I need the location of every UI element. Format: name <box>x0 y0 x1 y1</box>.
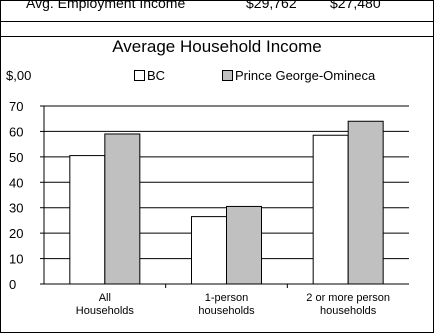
x-category-label: households <box>320 305 377 317</box>
employment-income-row: Avg. Employment Income $29,762 $27,480 <box>1 0 433 17</box>
x-category-label: Households <box>76 305 135 317</box>
y-tick-label: 10 <box>9 252 23 267</box>
bar-bc <box>312 134 349 285</box>
legend-label-region: Prince George-Omineca <box>235 68 376 83</box>
bar-region <box>226 205 262 285</box>
y-tick-label: 30 <box>9 201 23 216</box>
bar-region <box>347 120 384 285</box>
legend-item-region: Prince George-Omineca <box>222 68 375 83</box>
unit-label: $,00 <box>6 68 32 83</box>
y-tick-label: 40 <box>9 175 23 190</box>
y-tick-label: 20 <box>9 226 23 241</box>
bar-region <box>104 133 141 285</box>
row-label: Avg. Employment Income <box>26 0 186 11</box>
title-separator <box>1 36 433 37</box>
legend-label-bc: BC <box>147 68 166 83</box>
bar-bc <box>69 155 106 285</box>
y-tick-label: 60 <box>9 124 23 139</box>
top-separator <box>1 21 433 22</box>
x-category-label: 1-person <box>205 292 248 304</box>
legend-swatch-region <box>222 70 233 81</box>
x-category-label: 2 or more person <box>306 292 390 304</box>
x-category-label: All <box>99 292 111 304</box>
legend-swatch-bc <box>134 70 145 81</box>
y-tick-label: 0 <box>9 277 16 292</box>
y-tick-label: 50 <box>9 150 23 165</box>
chart-title: Average Household Income <box>112 37 322 56</box>
legend-item-bc: BC <box>134 68 165 83</box>
bc-value: $29,762 <box>246 0 297 11</box>
region-value: $27,480 <box>330 0 381 11</box>
bar-bc <box>191 216 227 285</box>
y-tick-label: 70 <box>9 99 23 114</box>
x-category-label: households <box>198 305 255 317</box>
